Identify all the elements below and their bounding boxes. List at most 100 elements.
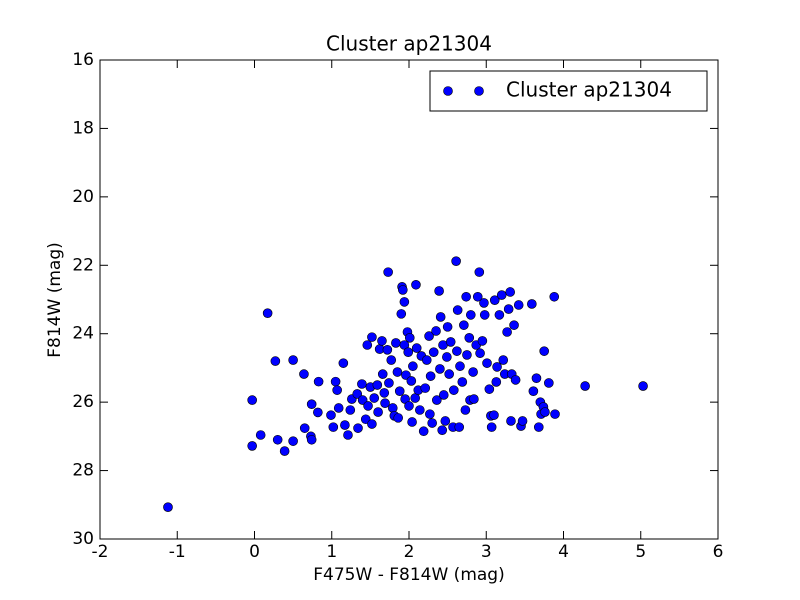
data-point [163, 502, 173, 512]
data-point [408, 361, 418, 372]
data-point [383, 267, 393, 277]
data-point [404, 401, 414, 411]
data-point [262, 308, 273, 318]
data-point [444, 369, 454, 379]
data-point [489, 410, 499, 420]
data-point [407, 417, 417, 427]
legend-marker [443, 86, 453, 96]
data-point [367, 419, 377, 429]
data-point [455, 361, 465, 372]
x-tick-label: -1 [169, 542, 186, 562]
data-point [330, 376, 341, 387]
data-point [299, 369, 309, 379]
data-point [510, 375, 521, 385]
y-tick-label: 26 [72, 392, 94, 412]
y-tick-label: 30 [72, 529, 94, 549]
data-point [377, 336, 387, 346]
y-axis-label: F814W (mag) [45, 242, 65, 357]
data-point [345, 405, 356, 415]
data-point [459, 320, 469, 330]
data-point [435, 312, 446, 322]
data-point [442, 352, 452, 362]
data-point [279, 446, 290, 456]
x-tick-label: 2 [404, 542, 415, 562]
data-point [528, 386, 539, 396]
data-point [503, 304, 514, 314]
data-point [313, 407, 323, 418]
data-point [377, 369, 388, 379]
x-tick-label: 4 [558, 542, 569, 562]
data-point [343, 430, 353, 440]
data-point [442, 322, 453, 332]
data-point [489, 295, 500, 305]
data-point [247, 395, 257, 405]
data-point [415, 405, 425, 415]
data-point [491, 377, 502, 387]
data-point [391, 338, 401, 348]
data-point [464, 333, 475, 343]
data-point [638, 381, 648, 391]
data-point [340, 420, 350, 430]
data-point [475, 348, 485, 359]
data-point [484, 384, 495, 394]
data-point [411, 343, 422, 353]
data-point [367, 332, 377, 342]
data-point [457, 377, 468, 387]
data-point [380, 398, 390, 408]
y-tick-label: 20 [72, 187, 94, 207]
data-point [326, 410, 336, 420]
chart-title: Cluster ap21304 [326, 32, 492, 56]
data-point [469, 394, 479, 404]
data-point [479, 298, 489, 308]
data-point [299, 423, 310, 433]
data-point [404, 333, 415, 343]
y-tick-label: 18 [72, 118, 94, 138]
data-point [452, 305, 463, 315]
x-tick-label: 3 [481, 542, 492, 562]
x-tick-label: 0 [249, 542, 260, 562]
data-point [255, 430, 266, 440]
data-point [509, 320, 519, 330]
data-point [437, 425, 448, 435]
data-point [424, 331, 434, 341]
data-point [486, 422, 497, 432]
x-tick-label: 6 [713, 542, 724, 562]
data-point [479, 310, 490, 320]
data-point [527, 299, 537, 309]
data-point [418, 426, 429, 437]
data-point [328, 422, 339, 432]
data-point [498, 355, 509, 365]
data-point [288, 436, 298, 446]
data-point [399, 297, 410, 307]
data-point [580, 381, 590, 391]
data-point [451, 256, 461, 266]
data-point [398, 285, 408, 295]
data-point [435, 364, 445, 374]
data-point [445, 337, 456, 347]
data-point [460, 405, 471, 415]
data-point [270, 356, 281, 366]
x-tick-label: 1 [326, 542, 337, 562]
data-point [472, 291, 483, 302]
data-point [382, 344, 393, 355]
data-point [392, 367, 403, 377]
data-point [550, 409, 560, 419]
data-point [540, 407, 550, 417]
data-point [477, 336, 488, 346]
data-point [386, 355, 397, 365]
data-point [425, 409, 435, 419]
data-point [332, 385, 342, 395]
data-point [427, 418, 437, 428]
data-point [357, 379, 367, 389]
data-point [432, 395, 442, 405]
data-point [482, 358, 492, 368]
data-point [421, 355, 432, 365]
data-point [506, 416, 516, 426]
data-point [338, 358, 349, 368]
data-point [247, 441, 257, 451]
data-point [288, 355, 298, 365]
data-point [372, 380, 383, 390]
data-point [496, 290, 507, 300]
data-point [272, 434, 283, 445]
data-point [549, 291, 560, 302]
